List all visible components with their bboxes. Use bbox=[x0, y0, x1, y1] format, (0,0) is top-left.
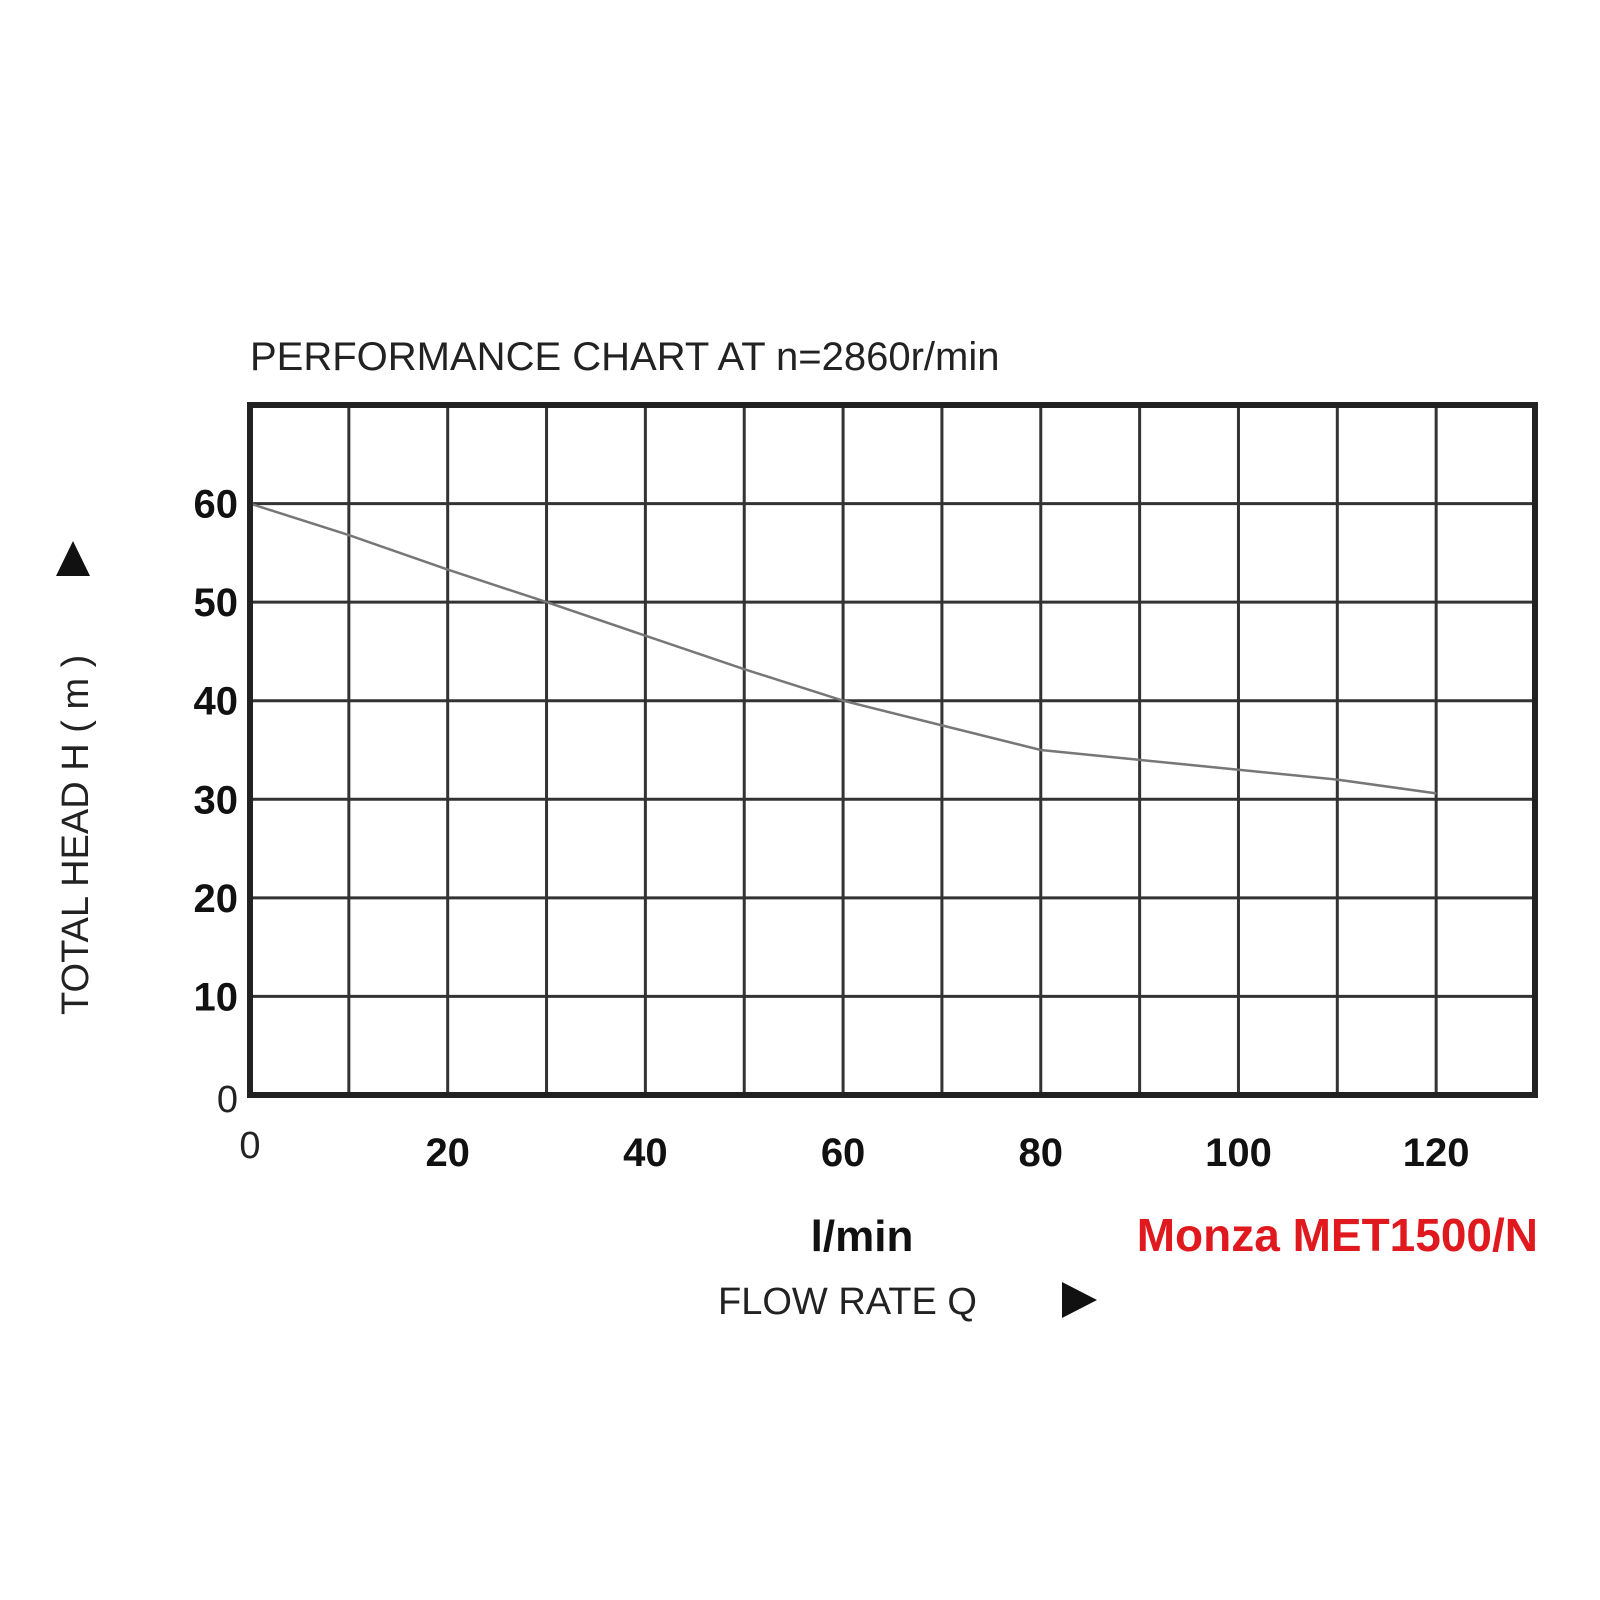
y-tick-label: 40 bbox=[194, 680, 239, 724]
curve-layer bbox=[249, 502, 1437, 795]
chart-title: PERFORMANCE CHART AT n=2860r/min bbox=[250, 335, 1000, 379]
y-tick-label: 50 bbox=[194, 581, 239, 625]
y-tick-label: 0 bbox=[217, 1079, 238, 1121]
x-tick-label: 20 bbox=[425, 1131, 470, 1175]
head-flow-curve bbox=[249, 502, 1437, 795]
model-label: Monza MET1500/N bbox=[1137, 1209, 1538, 1261]
x-tick-label: 120 bbox=[1403, 1131, 1470, 1175]
y-tick-label: 20 bbox=[194, 877, 239, 921]
x-axis-title: FLOW RATE Q bbox=[718, 1281, 977, 1323]
x-tick-label: 80 bbox=[1019, 1131, 1064, 1175]
triangle-right-icon bbox=[1062, 1282, 1097, 1318]
x-tick-labels: 0 20 40 60 80 100 120 bbox=[239, 1125, 1469, 1175]
y-axis-title: TOTAL HEAD H ( m ) bbox=[55, 655, 97, 1015]
x-tick-label: 60 bbox=[821, 1131, 866, 1175]
y-tick-label: 30 bbox=[194, 778, 239, 822]
grid bbox=[250, 405, 1535, 1095]
y-tick-labels: 0 10 20 30 40 50 60 bbox=[194, 483, 239, 1121]
y-tick-label: 10 bbox=[194, 975, 239, 1019]
triangle-up-icon bbox=[56, 541, 90, 576]
plot-frame bbox=[247, 402, 1538, 1098]
x-tick-label: 40 bbox=[623, 1131, 668, 1175]
x-tick-label: 100 bbox=[1205, 1131, 1272, 1175]
y-tick-label: 60 bbox=[194, 483, 239, 527]
x-tick-label: 0 bbox=[239, 1125, 260, 1167]
x-unit-label: l/min bbox=[811, 1212, 914, 1261]
